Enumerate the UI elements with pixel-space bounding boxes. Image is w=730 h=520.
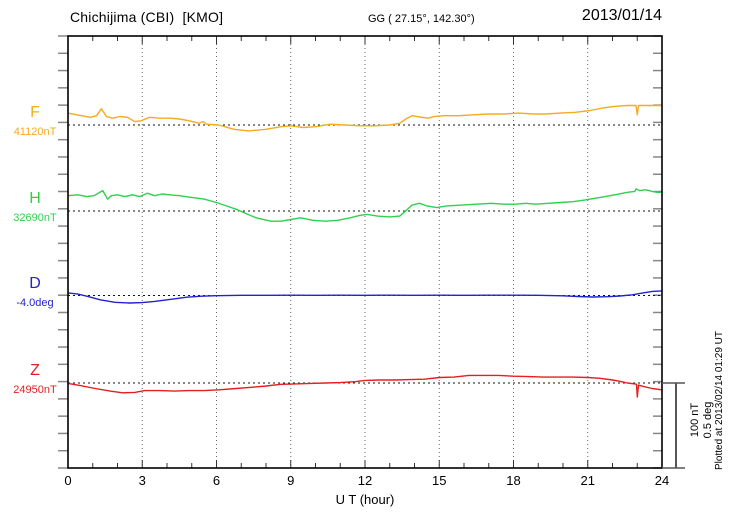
plot-date: 2013/01/14 <box>581 7 662 24</box>
x-axis-title: U T (hour) <box>335 492 395 507</box>
plot-frame <box>67 35 663 469</box>
series-baseline-value-z: 24950nT <box>13 384 57 396</box>
series-letter-f: F <box>30 104 40 121</box>
x-tick-label-12: 12 <box>357 473 373 488</box>
series-baseline-value-f: 41120nT <box>13 126 57 138</box>
scale-bar-deg-label: 0.5 deg <box>702 401 714 439</box>
x-tick-label-0: 0 <box>64 473 72 488</box>
trace-d <box>67 290 663 304</box>
x-tick-label-3: 3 <box>138 473 146 488</box>
observatory-coordinates: GG ( 27.15°, 142.30°) <box>368 13 475 25</box>
series-letter-h: H <box>29 190 41 207</box>
series-letter-d: D <box>29 275 41 292</box>
x-tick-label-18: 18 <box>506 473 521 488</box>
page-title: Chichijima (CBI) [KMO] <box>70 9 224 25</box>
trace-h <box>67 188 663 222</box>
trace-f <box>67 104 663 132</box>
scale-bar-nt-label: 100 nT <box>689 402 701 438</box>
plotted-timestamp-note: Plotted at 2013/02/14 01:29 UT <box>714 331 725 470</box>
series-baseline-value-h: 32690nT <box>13 212 57 224</box>
scale-bar-label: 100 nT 0.5 deg <box>689 372 715 468</box>
x-tick-label-24: 24 <box>654 473 670 488</box>
x-tick-label-6: 6 <box>212 473 221 488</box>
series-baseline-value-d: -4.0deg <box>16 297 54 309</box>
trace-z <box>67 374 663 398</box>
series-letter-z: Z <box>30 362 40 379</box>
x-tick-label-9: 9 <box>287 473 295 488</box>
x-tick-label-21: 21 <box>580 473 595 488</box>
x-tick-label-15: 15 <box>432 473 447 488</box>
